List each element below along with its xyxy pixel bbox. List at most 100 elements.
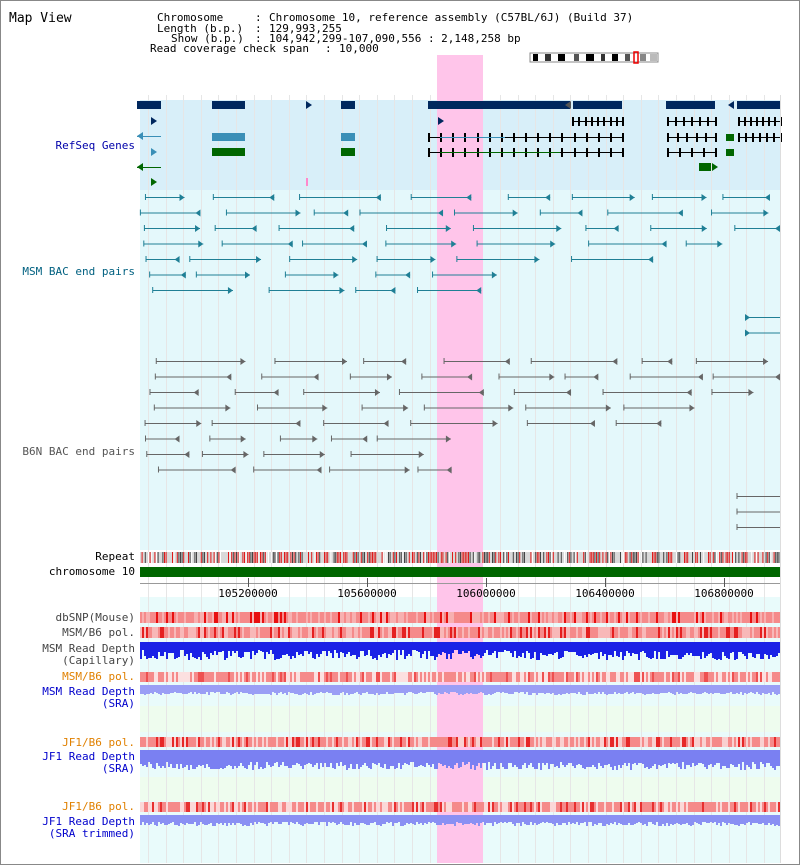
repeat-mark	[252, 552, 253, 563]
heat-cell	[260, 672, 262, 682]
depth-bar	[562, 685, 564, 694]
repeat-mark	[645, 552, 647, 563]
depth-bar	[586, 685, 588, 692]
heat-cell	[730, 672, 732, 682]
depth-bar	[450, 642, 452, 659]
depth-bar	[500, 685, 502, 693]
heat-cell	[498, 612, 500, 623]
repeat-mark	[762, 552, 764, 563]
heat-cell	[538, 737, 540, 747]
heat-cell	[488, 612, 490, 623]
depth-bar	[620, 685, 622, 694]
depth-bar	[156, 815, 158, 826]
depth-bar	[442, 642, 444, 652]
bac-end-arrow	[349, 225, 355, 232]
depth-bar	[398, 685, 400, 693]
heat-cell	[154, 672, 156, 682]
depth-bar	[154, 685, 156, 692]
heat-cell	[340, 672, 342, 682]
heat-cell	[480, 802, 482, 812]
heat-cell	[318, 627, 320, 638]
depth-bar	[522, 685, 524, 692]
heat-cell	[442, 737, 444, 747]
depth-bar	[224, 685, 226, 694]
depth-bar	[434, 685, 436, 694]
depth-bar	[538, 815, 540, 824]
heat-cell	[506, 612, 508, 623]
depth-bar	[610, 815, 612, 823]
b6n-bac-label[interactable]: B6N BAC end pairs	[22, 445, 135, 458]
heat-cell	[340, 627, 342, 638]
gene-block	[341, 101, 355, 109]
heat-cell	[200, 737, 202, 747]
heat-cell	[762, 737, 764, 747]
heat-cell	[660, 802, 662, 812]
heat-cell	[514, 672, 516, 682]
depth-bar	[664, 815, 666, 826]
heat-cell	[766, 802, 768, 812]
heat-cell	[710, 612, 712, 623]
heat-cell	[158, 672, 160, 682]
heat-cell	[376, 672, 378, 682]
heat-cell	[328, 737, 330, 747]
depth-bar	[378, 750, 380, 763]
axis-tick-label: 106800000	[694, 587, 754, 600]
depth-bar	[676, 815, 678, 823]
heat-cell	[212, 672, 214, 682]
depth-bar	[448, 685, 450, 694]
refseq-genes-label[interactable]: RefSeq Genes	[55, 139, 135, 152]
repeat-mark	[637, 552, 639, 563]
depth-bar	[364, 642, 366, 656]
depth-bar	[490, 685, 492, 695]
depth-bar	[210, 685, 212, 692]
depth-bar	[714, 750, 716, 765]
heat-cell	[286, 612, 288, 623]
heat-cell	[202, 612, 204, 623]
heat-cell	[256, 672, 258, 682]
heat-cell	[640, 672, 642, 682]
repeat-mark	[592, 552, 594, 563]
depth-bar	[394, 815, 396, 823]
heat-cell	[776, 627, 778, 638]
heat-cell	[680, 802, 682, 812]
depth-bar	[520, 815, 522, 826]
depth-bar	[566, 642, 568, 651]
depth-bar	[174, 750, 176, 768]
heat-cell	[698, 612, 700, 623]
depth-bar	[560, 642, 562, 658]
depth-bar	[736, 642, 738, 659]
depth-bar	[674, 815, 676, 824]
depth-bar	[214, 815, 216, 826]
depth-bar	[368, 750, 370, 768]
repeat-label: Repeat	[95, 550, 135, 563]
heat-cell	[482, 737, 484, 747]
heat-cell	[264, 672, 266, 682]
depth-bar	[208, 750, 210, 767]
depth-bar	[532, 685, 534, 693]
heat-cell	[304, 612, 306, 623]
heat-cell	[302, 737, 304, 747]
heat-cell	[610, 802, 612, 812]
heat-cell	[662, 612, 664, 623]
heat-cell	[552, 612, 554, 623]
heat-cell	[542, 802, 544, 812]
heat-cell	[450, 672, 452, 682]
depth-bar	[154, 750, 156, 769]
depth-bar	[368, 685, 370, 694]
heat-cell	[410, 612, 412, 623]
depth-bar	[234, 750, 236, 766]
heat-cell	[696, 672, 698, 682]
heat-cell	[624, 627, 626, 638]
heat-cell	[558, 672, 560, 682]
heat-cell	[228, 627, 230, 638]
heat-cell	[430, 627, 432, 638]
depth-bar	[238, 815, 240, 823]
depth-bar	[204, 815, 206, 825]
heat-cell	[210, 802, 212, 812]
heat-cell	[758, 612, 760, 623]
heat-cell	[340, 802, 342, 812]
heat-cell	[714, 802, 716, 812]
heat-cell	[320, 737, 322, 747]
msm-bac-label[interactable]: MSM BAC end pairs	[22, 265, 135, 278]
